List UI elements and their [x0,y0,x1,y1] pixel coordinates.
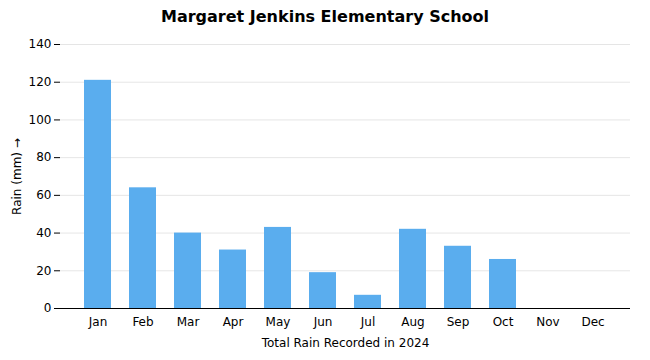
html-text:Margaret Jenkins Elementary Sc: Margaret Jenkins Elementary School [161,7,489,26]
svg-text:Jan: Jan [88,315,108,329]
svg-text:140: 140 [29,37,52,51]
svg-text:May: May [266,315,291,329]
svg-text:Nov: Nov [536,315,559,329]
svg-text:0: 0 [44,301,52,315]
svg-text:Oct: Oct [493,315,514,329]
svg-text:Apr: Apr [223,315,244,329]
svg-text:Dec: Dec [581,315,604,329]
svg-text:Rain (mm) →: Rain (mm) → [10,138,24,215]
svg-text:Feb: Feb [132,315,153,329]
svg-text:Aug: Aug [401,315,424,329]
svg-text:40: 40 [36,226,51,240]
svg-text:120: 120 [29,75,52,89]
svg-text:Jul: Jul [360,315,375,329]
svg-text:20: 20 [36,264,51,278]
svg-text:Total Rain Recorded in 2024: Total Rain Recorded in 2024 [261,336,430,350]
svg-text:Jun: Jun [313,315,333,329]
svg-text:80: 80 [36,150,51,164]
svg-text:60: 60 [36,188,51,202]
svg-text:Mar: Mar [177,315,200,329]
svg-text:100: 100 [29,113,52,127]
svg-text:Sep: Sep [447,315,470,329]
